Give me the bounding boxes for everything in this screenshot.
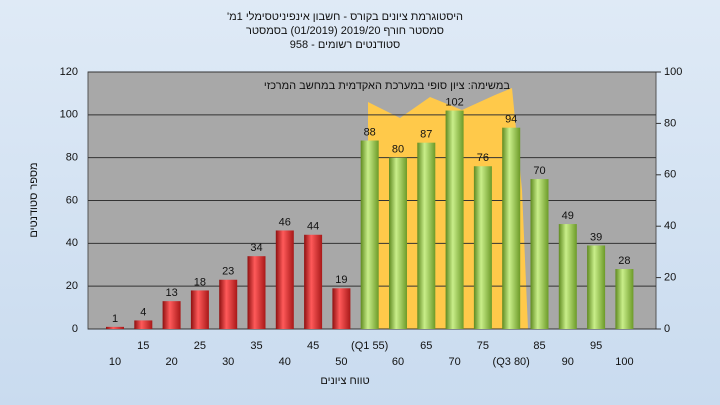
bar [587,245,606,329]
y2-tick-label: 60 [664,169,676,181]
y-tick-label: 120 [60,66,78,78]
title-line: היסטוגרמת ציונים בקורס - חשבון אינפיניטס… [227,10,463,23]
x-tick-label: (Q1 55) [351,340,388,352]
title-line: סמסטר חורף 2019/20 (01/2019) בסמסטר [246,25,444,37]
value-label: 23 [222,266,234,278]
y2-tick-label: 0 [664,323,670,335]
value-label: 1 [112,313,118,325]
bar [473,166,492,329]
value-label: 88 [364,126,376,138]
bar [389,157,407,329]
value-label: 34 [250,242,262,254]
x-axis-label: טווח ציונים [320,375,369,387]
x-tick-label: 50 [335,356,347,368]
value-label: 70 [533,165,545,177]
bar [332,288,351,329]
y2-tick-label: 40 [664,220,676,232]
x-tick-label: 95 [590,340,602,352]
x-tick-label: 60 [392,356,404,368]
x-tick-label: 90 [562,356,574,368]
value-label: 13 [165,287,177,299]
bar [247,256,266,329]
value-label: 39 [590,231,602,243]
value-label: 76 [477,152,489,164]
bar [134,320,153,329]
y-tick-label: 60 [66,194,78,206]
x-tick-label: 65 [420,340,432,352]
x-tick-label: 20 [165,356,177,368]
value-label: 80 [392,144,404,156]
y2-tick-label: 20 [664,272,676,284]
x-tick-label: 25 [194,340,206,352]
y-tick-label: 100 [60,109,78,121]
value-label: 46 [279,216,291,228]
y-tick-label: 40 [66,237,78,249]
value-label: 19 [335,274,347,286]
value-label: 28 [618,255,630,267]
bar [502,127,521,329]
value-label: 102 [445,96,463,108]
x-tick-label: 45 [307,340,319,352]
x-tick-label: 70 [448,356,460,368]
x-tick-label: 100 [615,356,633,368]
annotation: במשימה: ציון סופי במערכת האקדמית במחשב ה… [264,80,511,92]
bar [162,301,181,329]
y-tick-label: 20 [66,280,78,292]
value-label: 49 [562,210,574,222]
x-tick-label: 35 [250,340,262,352]
value-label: 94 [505,114,517,126]
x-tick-label: (Q3 80) [493,356,530,368]
y-axis-label: מספר סטודנטים [28,162,40,237]
x-tick-label: 10 [109,356,121,368]
y-tick-label: 80 [66,152,78,164]
x-tick-label: 30 [222,356,234,368]
x-tick-label: 15 [137,340,149,352]
bar [615,269,634,329]
y-tick-label: 0 [72,323,78,335]
x-tick-label: 75 [477,340,489,352]
bar [530,179,549,329]
bar [445,110,464,329]
bar [360,140,379,329]
bar [190,290,209,329]
y2-tick-label: 100 [664,66,682,78]
title-line: סטודנטים רשומים - 958 [290,39,401,51]
bar [106,326,124,329]
value-label: 18 [194,276,206,288]
bar [275,230,294,329]
x-tick-label: 40 [279,356,291,368]
bar [219,279,238,329]
value-label: 44 [307,221,319,233]
bar [304,234,323,329]
value-label: 4 [140,306,146,318]
bar [417,142,436,329]
bar [558,224,577,329]
value-label: 87 [420,129,432,141]
x-tick-label: 85 [533,340,545,352]
y2-tick-label: 80 [664,117,676,129]
